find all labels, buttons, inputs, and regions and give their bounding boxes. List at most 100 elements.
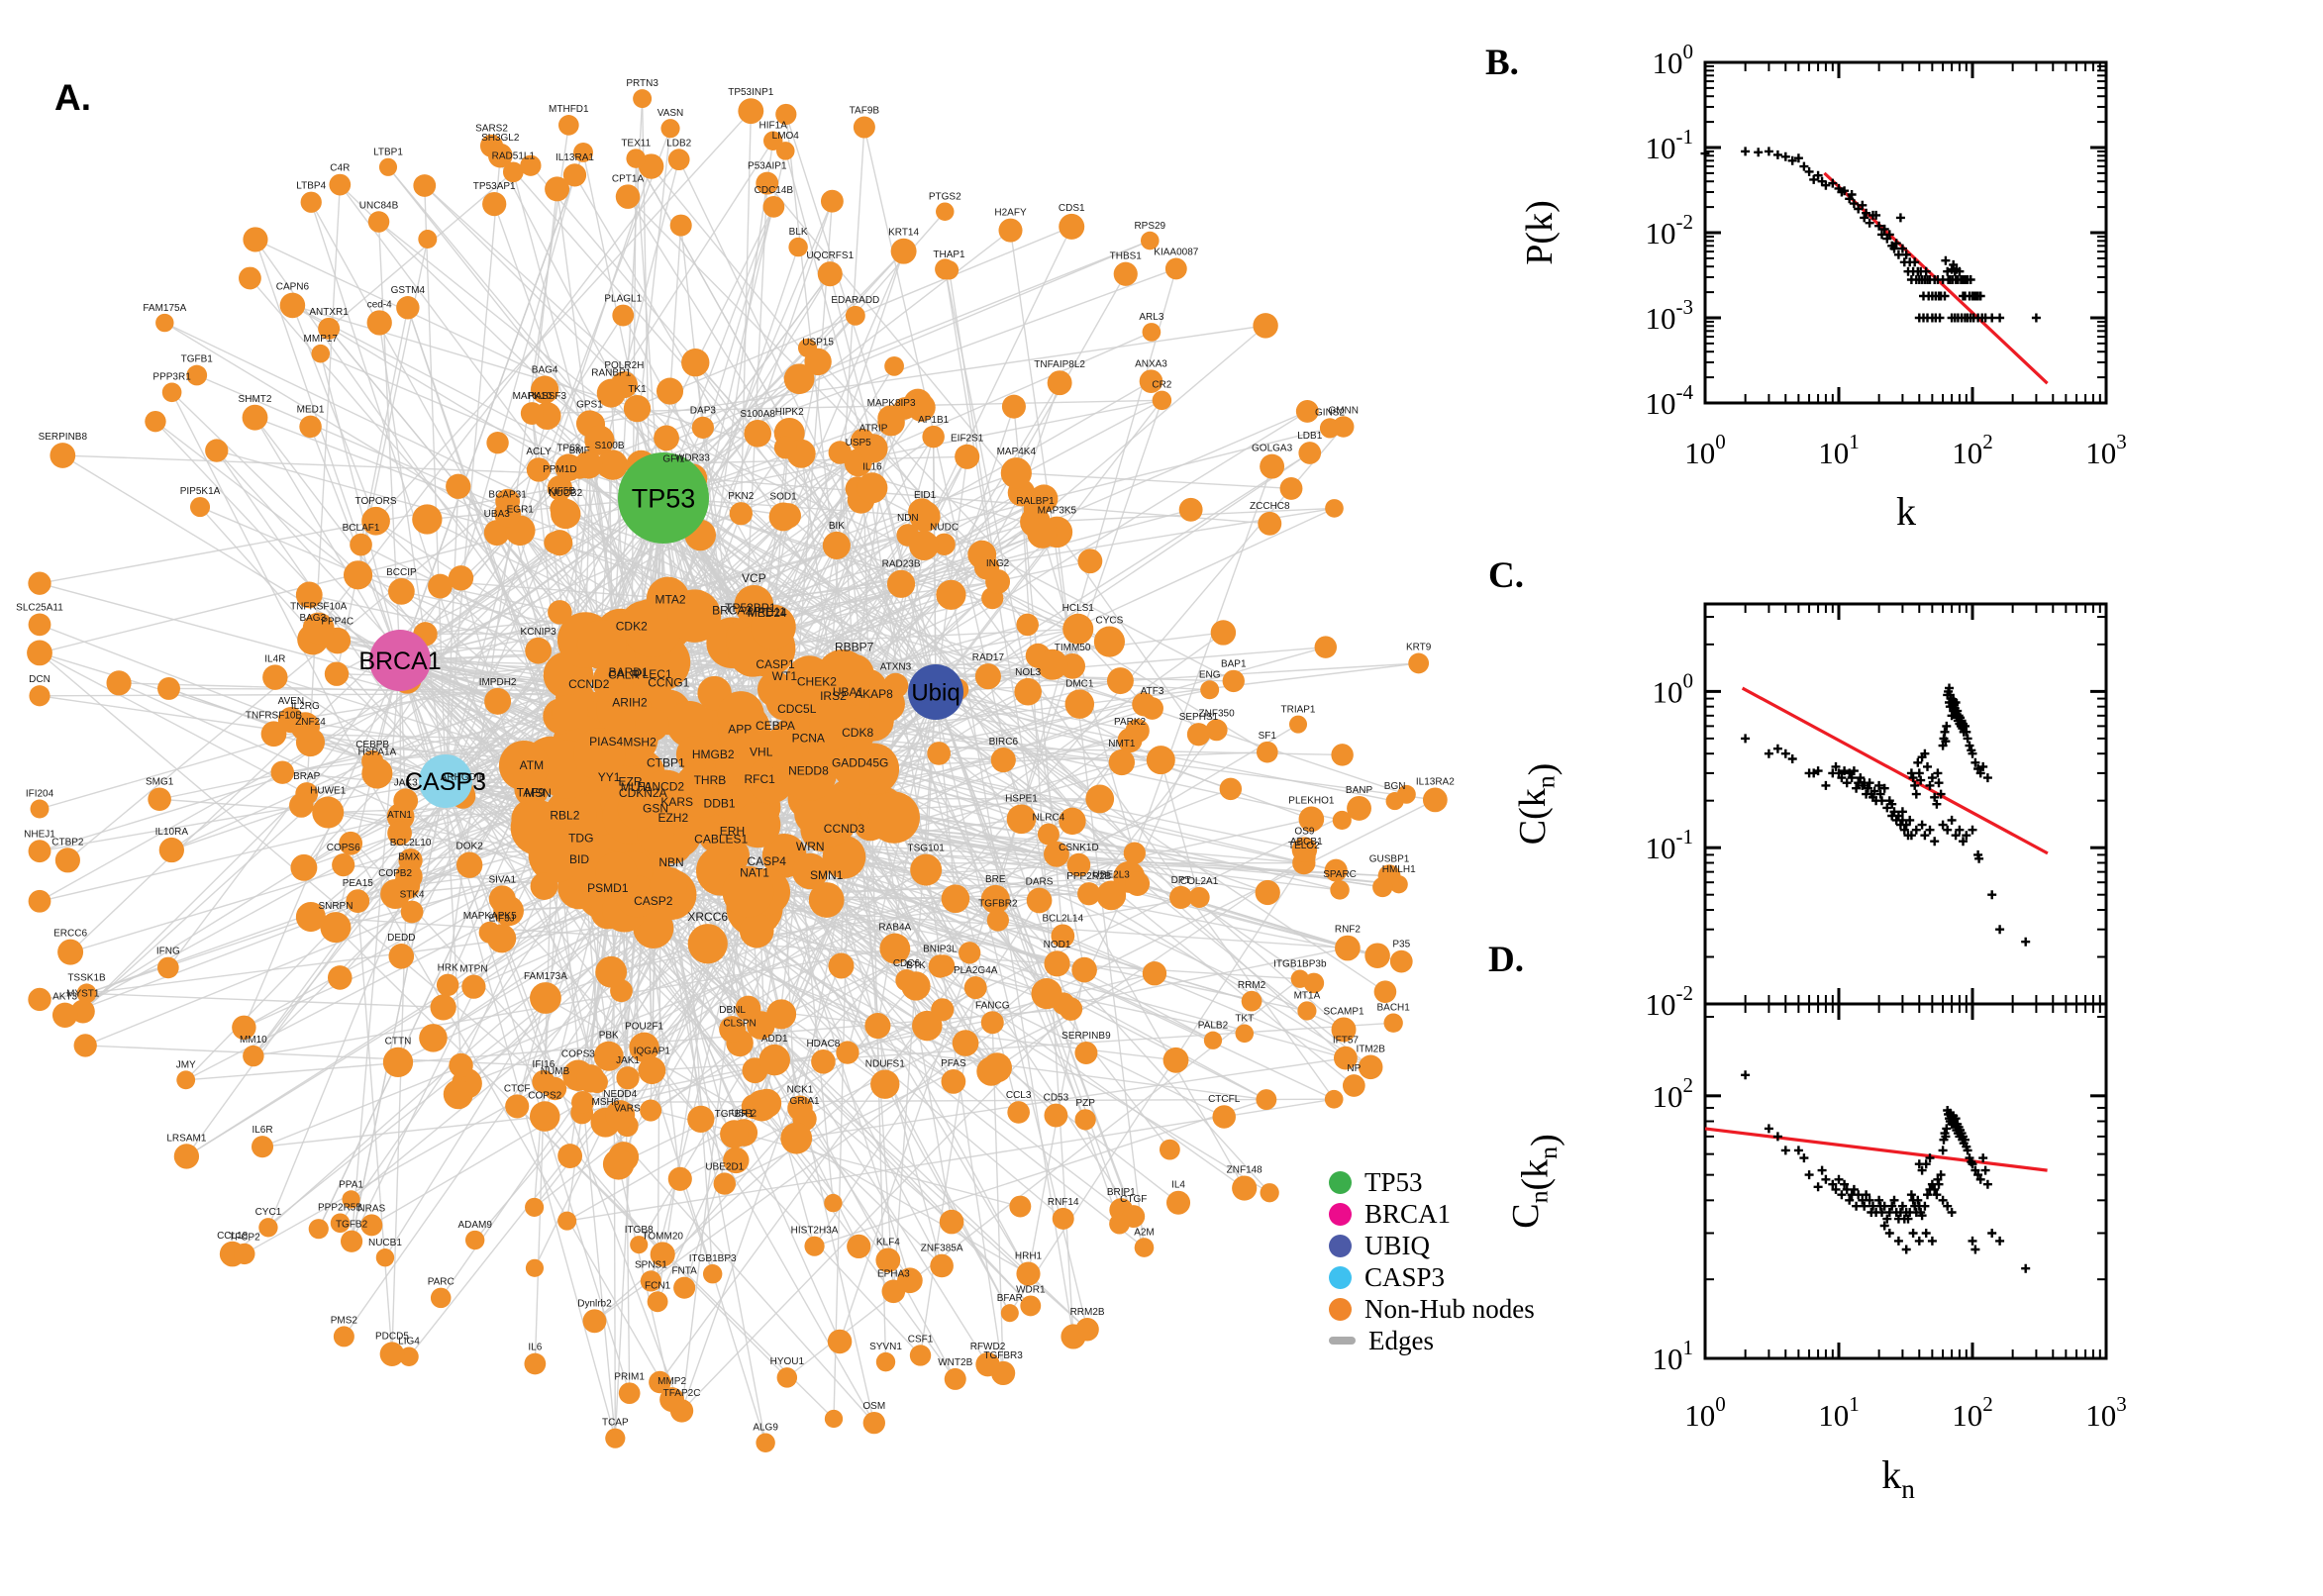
network-node [939, 1209, 964, 1235]
legend-label: BRCA1 [1364, 1198, 1452, 1229]
network-node [660, 119, 680, 139]
network-node-label: NP [1347, 1063, 1361, 1074]
network-edge [944, 268, 1059, 964]
network-node [530, 375, 559, 404]
network-node [524, 1352, 547, 1375]
network-node-label: PLEC1 [635, 667, 672, 681]
network-edge [853, 726, 1122, 763]
network-node [388, 944, 415, 969]
network-node [1020, 1295, 1042, 1317]
network-node [1165, 1190, 1191, 1215]
network-edge [167, 659, 401, 968]
network-node-label: HIST2H3A [791, 1226, 839, 1237]
network-node-label: SNRPN [318, 901, 353, 912]
node-swatch-icon [1329, 1202, 1352, 1226]
network-node-label: SYVN1 [869, 1342, 902, 1352]
network-edge [445, 780, 943, 1266]
network-node [400, 900, 424, 924]
network-node-label: NCK1 [787, 1085, 814, 1096]
network-node [963, 976, 987, 1000]
network-node [1123, 842, 1146, 864]
network-node [673, 1276, 696, 1299]
network-edge [252, 896, 1200, 1057]
network-node [907, 393, 936, 422]
network-node [1044, 950, 1070, 977]
network-node-label: GSN [643, 801, 668, 815]
network-node-label: MTPN [459, 964, 487, 975]
network-node-label: POLR2H [604, 360, 644, 371]
network-node-label: MMP17 [304, 334, 339, 345]
network-node [822, 531, 851, 560]
network-node [487, 143, 513, 168]
network-node [1330, 880, 1350, 900]
network-node [157, 677, 180, 700]
network-node [1066, 852, 1091, 877]
network-edge [650, 724, 1299, 1112]
network-node-label: RPS29 [1134, 221, 1165, 232]
network-node [1219, 777, 1243, 801]
network-node-label: TNFRSF10B [246, 710, 303, 721]
network-node-label: KLF4 [876, 1237, 900, 1247]
network-node-label: OSM [862, 1401, 885, 1412]
network-node [157, 956, 179, 979]
network-node [1332, 810, 1352, 831]
network-node-label: VARS [614, 1104, 641, 1115]
x-axis-label: kn [1881, 1452, 1915, 1504]
network-node [798, 787, 858, 848]
network-node-label: WT1 [772, 669, 798, 683]
network-node-label: MAPKAPK5 [463, 911, 517, 922]
network-node [832, 739, 883, 791]
network-node-label: DOK2 [456, 841, 484, 851]
network-node [667, 1166, 692, 1191]
network-edge [786, 978, 1301, 1378]
network-node-label: EZH2 [657, 811, 688, 825]
network-node-label: CEBPA [756, 719, 795, 733]
network-node-label: PARK2 [1114, 717, 1146, 728]
network-node [27, 640, 52, 666]
network-node [1324, 1089, 1344, 1109]
network-node [1256, 741, 1278, 763]
network-node [1210, 620, 1237, 646]
network-node-label: APP [728, 722, 752, 736]
network-node [388, 578, 415, 605]
network-node [687, 1105, 715, 1134]
network-edge [544, 1116, 663, 1255]
network-node-label: EIF2S1 [951, 434, 984, 445]
network-node-label: MSN [525, 786, 552, 800]
network-edge [876, 691, 937, 1027]
network-node [333, 1326, 354, 1347]
network-node [886, 569, 916, 598]
network-node-label: PLEKHO1 [1288, 796, 1335, 807]
network-node-label: Dynlrb2 [577, 1298, 612, 1309]
hub-node-brca1 [369, 630, 431, 691]
scatter-points [1741, 1070, 2031, 1273]
network-node [54, 848, 80, 873]
network-node-label: RBL2 [550, 808, 579, 822]
network-node [1324, 858, 1348, 882]
network-node-label: CCNG1 [648, 676, 689, 690]
network-node-label: IMPDH2 [479, 677, 517, 688]
network-node-label: MAPK10 [513, 391, 553, 402]
network-node [189, 497, 211, 518]
network-node-label: ZNF350 [1199, 708, 1236, 719]
network-node-label: IL13RA2 [1416, 776, 1455, 787]
network-node [845, 305, 865, 326]
network-node-label: DMC1 [1065, 678, 1094, 689]
network-node [1064, 689, 1095, 719]
network-node [605, 1428, 626, 1448]
network-node-label: ATXN3 [880, 662, 912, 673]
network-node-label: HYOU1 [770, 1356, 805, 1367]
network-node [547, 475, 573, 501]
network-node [530, 982, 561, 1014]
network-edge [943, 544, 1074, 1338]
network-node-label: WRN [796, 840, 825, 853]
network-node [232, 1015, 256, 1041]
network-edge [662, 399, 1162, 499]
network-node [702, 1264, 723, 1284]
network-edge [833, 803, 851, 1419]
network-node [1389, 875, 1408, 894]
network-node [729, 502, 753, 526]
network-node-label: RFWD2 [970, 1342, 1006, 1352]
network-node [312, 796, 345, 829]
